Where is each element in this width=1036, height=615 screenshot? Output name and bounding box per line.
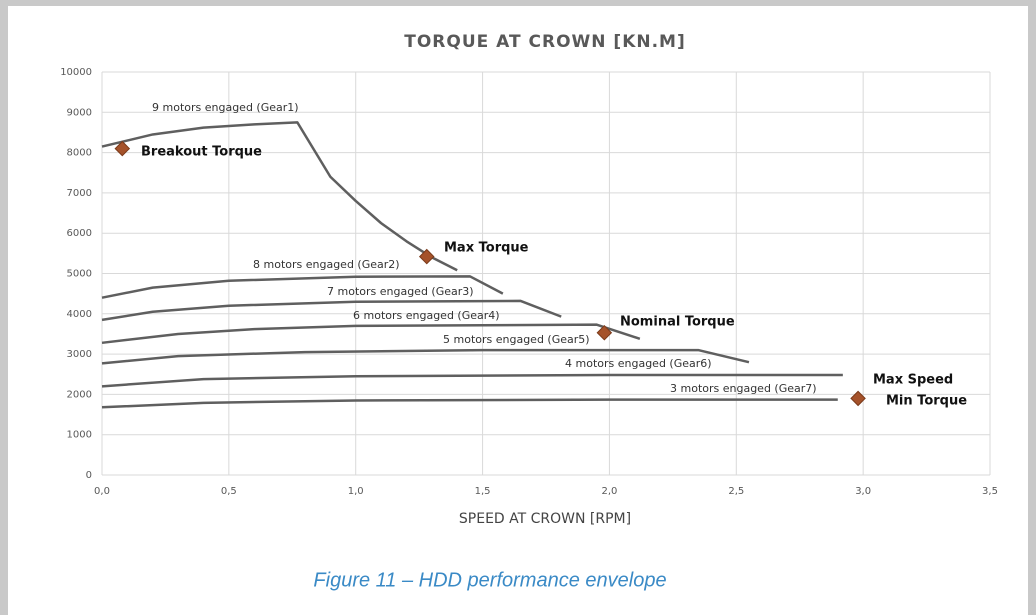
chart-title: TORQUE AT CROWN [KN.M] [404, 32, 686, 52]
x-tick-label: 1,0 [348, 486, 364, 497]
line [101, 348, 750, 365]
annotation: Max Torque [444, 241, 529, 256]
series-label: 5 motors engaged (Gear5) [443, 333, 590, 346]
line [101, 373, 843, 388]
x-tick-label: 3,5 [982, 486, 998, 497]
x-tick-label: 2,5 [728, 486, 744, 497]
annotation: Min Torque [886, 394, 967, 409]
caption: Figure 11 – HDD performance envelope [313, 569, 666, 591]
line [101, 398, 838, 409]
line [101, 299, 562, 322]
y-tick-label: 4000 [67, 309, 92, 320]
y-tick-label: 0 [86, 470, 92, 481]
x-tick-label: 2,0 [601, 486, 617, 497]
y-tick-label: 10000 [60, 67, 92, 78]
line [101, 121, 458, 272]
series-label: 7 motors engaged (Gear3) [327, 285, 474, 298]
y-tick-label: 2000 [67, 389, 92, 400]
x-tick-label: 1,5 [475, 486, 491, 497]
series-label: 8 motors engaged (Gear2) [253, 258, 400, 271]
annotation: Nominal Torque [620, 315, 735, 330]
series-label: 6 motors engaged (Gear4) [353, 309, 500, 322]
x-tick-label: 0,5 [221, 486, 237, 497]
marker [596, 324, 613, 341]
y-tick-label: 5000 [67, 269, 92, 280]
x-axis-label: SPEED AT CROWN [RPM] [459, 511, 631, 527]
x-tick-label: 3,0 [855, 486, 871, 497]
series-label: 9 motors engaged (Gear1) [152, 101, 299, 114]
series-label: 4 motors engaged (Gear6) [565, 357, 712, 370]
series-label: 3 motors engaged (Gear7) [670, 382, 817, 395]
y-tick-label: 8000 [67, 148, 92, 159]
annotation: Breakout Torque [141, 145, 262, 160]
line [101, 275, 504, 299]
marker [418, 248, 435, 265]
marker [850, 390, 866, 407]
y-tick-label: 6000 [67, 228, 92, 239]
annotation: Max Speed [873, 373, 953, 388]
y-tick-label: 9000 [67, 107, 92, 118]
x-tick-label: 0,0 [94, 486, 110, 497]
y-tick-label: 7000 [67, 188, 92, 199]
y-tick-label: 3000 [67, 349, 92, 360]
marker [114, 140, 131, 157]
y-tick-label: 1000 [67, 430, 92, 441]
